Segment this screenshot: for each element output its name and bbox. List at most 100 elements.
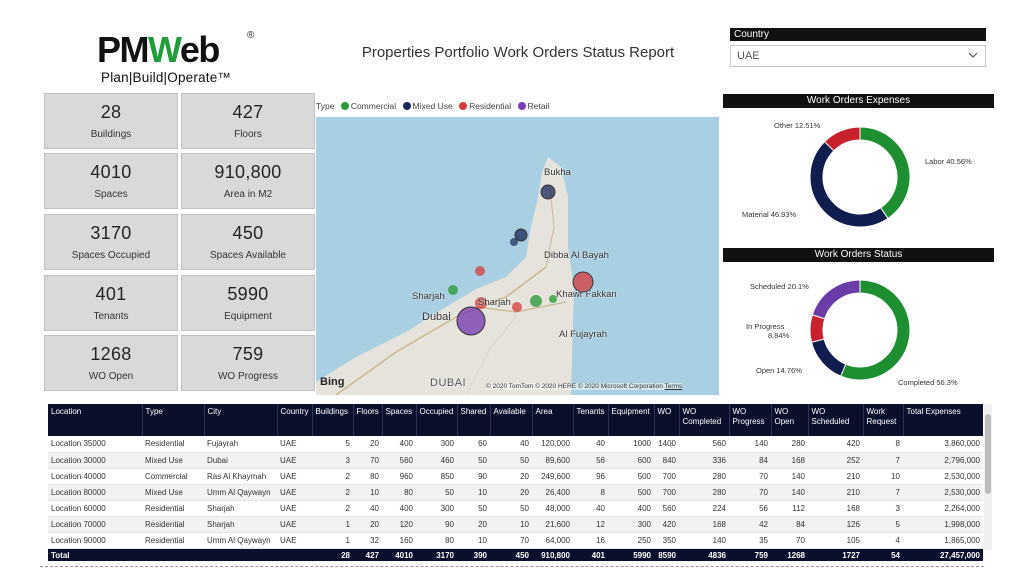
- map-bubble-residential[interactable]: [512, 302, 522, 312]
- table-cell: 168: [771, 452, 808, 469]
- legend-item-residential[interactable]: Residential: [469, 101, 512, 111]
- table-cell: 70: [490, 532, 532, 549]
- table-cell: UAE: [277, 532, 312, 549]
- table-cell: 1: [312, 532, 353, 549]
- map-bubble-mixed-use[interactable]: [514, 228, 528, 242]
- donut-slice-open[interactable]: [810, 338, 847, 377]
- table-cell: 50: [490, 452, 532, 469]
- table-row[interactable]: Location 60000 Residential Sharjah UAE 2 40 40…: [48, 500, 983, 517]
- column-header[interactable]: Tenants: [573, 404, 609, 436]
- column-header[interactable]: Buildings: [312, 404, 354, 436]
- total-cell: [277, 548, 312, 561]
- table-cell: 249,600: [532, 468, 573, 485]
- kpi-label: Area in M2: [223, 189, 273, 200]
- column-header[interactable]: Equipment: [608, 404, 655, 436]
- expenses-label-labor: Labor 40.56%: [925, 157, 972, 166]
- table-cell: 1: [312, 516, 353, 533]
- map-bubble-commercial[interactable]: [530, 295, 542, 307]
- table-cell: 420: [654, 516, 679, 533]
- column-header[interactable]: Available: [490, 404, 533, 436]
- donut-slice-labor[interactable]: [859, 126, 911, 220]
- country-slicer-dropdown[interactable]: UAE: [730, 45, 986, 67]
- map-bubble-residential[interactable]: [475, 297, 487, 309]
- kpi-value: 3170: [90, 223, 132, 243]
- table-cell: UAE: [277, 516, 312, 533]
- table-cell: 89,600: [532, 452, 573, 469]
- column-header[interactable]: Spaces: [382, 404, 417, 436]
- table-cell: 112: [771, 500, 808, 517]
- donut-slice-scheduled[interactable]: [811, 279, 861, 320]
- expenses-donut-chart[interactable]: [800, 122, 920, 232]
- column-header[interactable]: Area: [532, 404, 574, 436]
- column-header[interactable]: WO Scheduled: [808, 404, 864, 436]
- table-cell: 7: [863, 452, 903, 469]
- table-cell: 10: [457, 484, 490, 501]
- table-scrollbar[interactable]: [984, 404, 992, 550]
- properties-map[interactable]: Bukha Dibba Al Bayah Khawr Fakkan Sharja…: [316, 117, 719, 395]
- table-cell: 1400: [654, 436, 679, 453]
- map-legend: Type Commercial Mixed Use Residential Re…: [316, 101, 549, 111]
- table-cell: 126: [808, 516, 863, 533]
- map-bubble-mixed-use[interactable]: [540, 184, 556, 200]
- table-cell: 80: [416, 532, 457, 549]
- status-label-in-progress: In Progress: [746, 322, 785, 331]
- table-cell: 50: [457, 500, 490, 517]
- map-terms-link[interactable]: Terms: [664, 383, 683, 390]
- map-bubble-retail[interactable]: [456, 306, 486, 336]
- column-header[interactable]: WO Open: [771, 404, 809, 436]
- column-header[interactable]: Occupied: [416, 404, 458, 436]
- donut-slice-material[interactable]: [809, 140, 889, 228]
- total-cell: 759: [729, 548, 771, 561]
- donut-slice-in-progress[interactable]: [809, 314, 826, 343]
- column-header[interactable]: Total Expenses: [903, 404, 983, 436]
- table-cell: 2,530,000: [903, 484, 983, 501]
- table-cell: 35: [729, 532, 771, 549]
- table-row[interactable]: Location 90000 Residential Umm Al Qaywayn U…: [48, 532, 983, 549]
- scrollbar-thumb[interactable]: [985, 414, 991, 494]
- donut-slice-other[interactable]: [823, 126, 861, 152]
- column-header[interactable]: WO Progress: [729, 404, 772, 436]
- legend-item-retail[interactable]: Retail: [527, 101, 550, 111]
- table-cell: UAE: [277, 452, 312, 469]
- status-donut-chart[interactable]: [800, 275, 920, 385]
- column-header[interactable]: WO Completed: [679, 404, 730, 436]
- status-label-completed: Completed 56.3%: [898, 378, 958, 387]
- total-cell: 427: [353, 548, 382, 561]
- table-cell: 12: [573, 516, 608, 533]
- map-label-dubai: Dubai: [422, 311, 451, 323]
- legend-item-mixed-use[interactable]: Mixed Use: [412, 101, 453, 111]
- kpi-spaces-available: 450 Spaces Available: [181, 214, 315, 270]
- table-row[interactable]: Location 35000 Residential Fujayrah UAE 5 20 4…: [48, 436, 983, 453]
- table-cell: 300: [416, 500, 457, 517]
- pmweb-logo: PMWeb ® Plan|Build|Operate™: [97, 30, 267, 90]
- map-bubble-mixed-use[interactable]: [510, 238, 518, 246]
- column-header[interactable]: Country: [277, 404, 313, 436]
- legend-item-commercial[interactable]: Commercial: [350, 101, 397, 111]
- table-cell: Commercial: [142, 468, 204, 485]
- map-bubble-commercial[interactable]: [448, 285, 458, 295]
- table-cell: 140: [771, 484, 808, 501]
- column-header[interactable]: Floors: [353, 404, 383, 436]
- column-header[interactable]: WO: [654, 404, 680, 436]
- status-label-in-progress-pct: 8.84%: [768, 331, 790, 340]
- kpi-label: Spaces: [94, 189, 128, 200]
- table-cell: 1,998,000: [903, 516, 983, 533]
- map-bubble-residential[interactable]: [475, 266, 485, 276]
- table-cell: 2,264,000: [903, 500, 983, 517]
- column-header[interactable]: City: [204, 404, 278, 436]
- map-bubble-residential[interactable]: [572, 271, 594, 293]
- table-row[interactable]: Location 80000 Mixed Use Umm Al Qaywayn UAE…: [48, 484, 983, 501]
- total-cell: 1727: [808, 548, 863, 561]
- donut-slice-completed[interactable]: [840, 279, 911, 381]
- table-row[interactable]: Location 30000 Mixed Use Dubai UAE 3 70 560 460…: [48, 452, 983, 469]
- table-row[interactable]: Location 40000 Commercial Ras Al Khaymah UA…: [48, 468, 983, 485]
- table-cell: 90: [416, 516, 457, 533]
- column-header[interactable]: Shared: [457, 404, 491, 436]
- table-row[interactable]: Location 70000 Residential Sharjah UAE 1 20 12…: [48, 516, 983, 533]
- map-bubble-commercial[interactable]: [549, 295, 557, 303]
- column-header[interactable]: Location: [48, 404, 143, 436]
- column-header[interactable]: Type: [142, 404, 205, 436]
- total-cell: 5990: [608, 548, 654, 561]
- column-header[interactable]: Work Request: [863, 404, 904, 436]
